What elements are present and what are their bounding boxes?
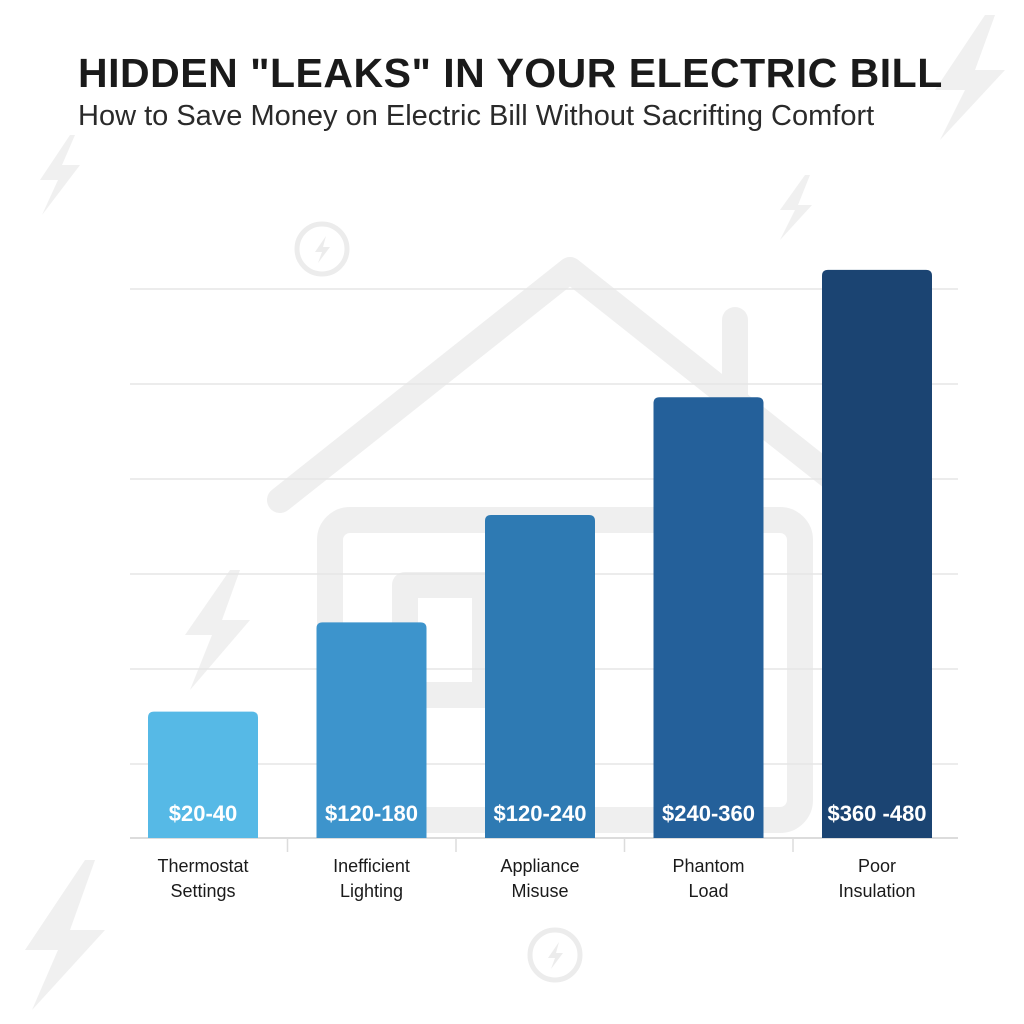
category-label: Phantom: [672, 856, 744, 876]
lightning-bolt-icon: [185, 570, 250, 690]
lightning-bolt-icon: [25, 860, 105, 1010]
bar: [148, 711, 258, 838]
power-circle-icon: [294, 221, 583, 983]
category-label: Thermostat: [157, 856, 248, 876]
bar: [653, 397, 764, 838]
chart-subtitle: How to Save Money on Electric Bill Witho…: [78, 100, 875, 132]
category-label: Misuse: [511, 881, 568, 901]
category-label: Lighting: [340, 881, 403, 901]
bar-data-label: $360 -480: [827, 801, 926, 826]
chart-title: HIDDEN "LEAKS" IN YOUR ELECTRIC BILL: [78, 50, 943, 96]
category-label: Inefficient: [333, 856, 410, 876]
bar: [316, 622, 427, 838]
lightning-bolt-icon: [780, 175, 812, 240]
category-label: Insulation: [838, 881, 915, 901]
bar-data-label: $120-180: [325, 801, 418, 826]
lightning-bolt-icon: [40, 135, 80, 215]
bar: [822, 269, 932, 838]
bar-data-label: $120-240: [494, 801, 587, 826]
category-label: Load: [688, 881, 728, 901]
lightning-bolt-icon: [935, 15, 1005, 140]
category-label: Settings: [170, 881, 235, 901]
category-label: Appliance: [500, 856, 579, 876]
bar: [485, 515, 595, 838]
category-label: Poor: [858, 856, 896, 876]
bar-data-label: $240-360: [662, 801, 755, 826]
bar-data-label: $20-40: [169, 801, 238, 826]
